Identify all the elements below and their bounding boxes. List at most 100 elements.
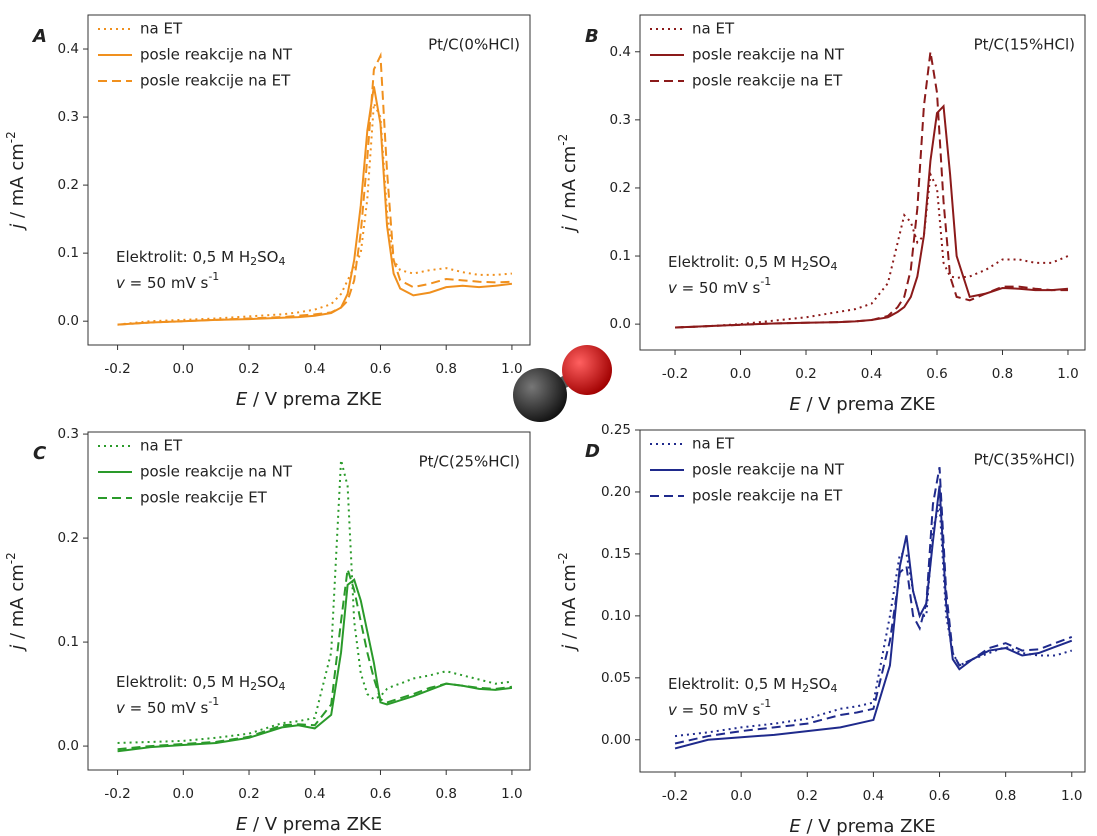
annotation: v = 50 mV s-1 [116, 695, 219, 717]
y-tick-label: 0.1 [58, 245, 79, 261]
series-line [674, 504, 1073, 738]
annotation-part: Elektrolit: 0,5 M H [116, 673, 250, 691]
annotation: Elektrolit: 0,5 M H2SO4 [116, 673, 285, 694]
sample-title: Pt/C(35%HCl) [974, 451, 1075, 469]
annotation-part: = 50 mV s [677, 279, 761, 297]
legend-label: posle reakcije na NT [140, 46, 293, 64]
series-line [674, 103, 1069, 329]
annotation-part: Elektrolit: 0,5 M H [668, 253, 802, 271]
x-tick-label: 1.0 [501, 786, 522, 802]
y-tick-label: 0.05 [601, 670, 631, 686]
y-tick-label: 0.15 [601, 546, 631, 562]
x-tick-label: 0.4 [863, 788, 884, 804]
x-tick-label: 0.0 [730, 788, 751, 804]
y-axis-symbol: j [7, 224, 28, 232]
series-line [674, 170, 1069, 329]
x-tick-label: -0.2 [662, 788, 688, 804]
annotation-part: = 50 mV s [125, 274, 209, 292]
y-axis-symbol: j [7, 645, 28, 653]
x-tick-label: 0.8 [995, 788, 1016, 804]
legend-label: posle reakcije na ET [692, 72, 843, 90]
x-tick-label: -0.2 [662, 366, 688, 382]
panel-letter: D [585, 441, 600, 462]
annotation-sup: -1 [208, 270, 219, 283]
x-axis-label: E / V prema ZKE [789, 816, 935, 836]
x-tick-label: 0.8 [992, 366, 1013, 382]
x-tick-label: -0.2 [104, 361, 130, 377]
annotation-sub: 2 [802, 260, 809, 273]
y-tick-label: 0.1 [610, 248, 631, 264]
y-axis-sup: -2 [556, 552, 570, 564]
series-line [674, 466, 1073, 745]
y-axis-label: j / mA cm-2 [4, 131, 29, 232]
y-tick-label: 0.2 [58, 177, 79, 193]
x-tick-label: 0.0 [173, 786, 194, 802]
y-axis-symbol: j [559, 645, 580, 653]
plot-frame [639, 14, 1086, 351]
annotation-part: SO [809, 253, 830, 271]
legend-label: na ET [692, 20, 735, 38]
annotation-part: Elektrolit: 0,5 M H [668, 675, 802, 693]
annotation: Elektrolit: 0,5 M H2SO4 [668, 253, 837, 274]
legend-label: na ET [140, 437, 183, 455]
annotation: Elektrolit: 0,5 M H2SO4 [116, 248, 285, 269]
annotation-sub: 4 [278, 255, 285, 268]
y-tick-label: 0.3 [58, 109, 79, 125]
annotation-sup: -1 [208, 695, 219, 708]
legend-label: posle reakcije ET [140, 489, 268, 507]
legend-label: posle reakcije na ET [692, 487, 843, 505]
y-axis-text: / mA cm [7, 564, 28, 645]
series-line [674, 51, 1068, 329]
series-line [117, 568, 513, 751]
annotation-symbol: v [116, 274, 126, 292]
y-tick-label: 0.4 [610, 44, 631, 60]
annotation-part: = 50 mV s [677, 701, 761, 719]
annotation-sub: 2 [802, 682, 809, 695]
legend-label: posle reakcije na ET [140, 72, 291, 90]
annotation-symbol: v [668, 279, 678, 297]
series-line [117, 459, 513, 744]
y-axis-sup: -2 [556, 134, 570, 146]
x-tick-label: 0.8 [435, 361, 456, 377]
annotation: Elektrolit: 0,5 M H2SO4 [668, 675, 837, 696]
legend-label: na ET [140, 20, 183, 38]
annotation-part: Elektrolit: 0,5 M H [116, 248, 250, 266]
legend-label: posle reakcije na NT [692, 461, 845, 479]
y-axis-symbol: j [559, 226, 580, 234]
annotation-symbol: v [668, 701, 678, 719]
x-tick-label: 0.6 [926, 366, 947, 382]
annotation: v = 50 mV s-1 [668, 697, 771, 719]
annotation-part: SO [809, 675, 830, 693]
x-axis-text: / V prema ZKE [801, 816, 936, 836]
annotation-part: SO [257, 248, 278, 266]
annotation: v = 50 mV s-1 [116, 270, 219, 292]
y-axis-sup: -2 [4, 131, 18, 143]
panel-letter: C [33, 443, 47, 464]
plot-frame [87, 14, 531, 346]
x-tick-label: 0.6 [370, 786, 391, 802]
x-axis-symbol: E [789, 816, 801, 836]
co-molecule [513, 345, 612, 422]
series-line [117, 86, 513, 326]
sample-title: Pt/C(15%HCl) [974, 36, 1075, 54]
annotation-sup: -1 [760, 275, 771, 288]
x-axis-label: E / V prema ZKE [236, 814, 382, 835]
y-tick-label: 0.1 [58, 634, 79, 650]
plot-frame [87, 431, 531, 771]
x-tick-label: 1.0 [1061, 788, 1082, 804]
x-tick-label: 0.0 [173, 361, 194, 377]
x-axis-label: E / V prema ZKE [789, 394, 935, 415]
sample-title: Pt/C(25%HCl) [419, 453, 520, 471]
y-tick-label: 0.0 [610, 316, 631, 332]
annotation-sub: 4 [830, 260, 837, 273]
panel-letter: A [31, 26, 47, 47]
y-tick-label: 0.3 [58, 426, 79, 442]
series-line [674, 485, 1073, 750]
annotation-part: = 50 mV s [125, 699, 209, 717]
annotation-sub: 2 [250, 255, 257, 268]
y-tick-label: 0.0 [58, 313, 79, 329]
y-axis-text: / mA cm [559, 564, 580, 645]
x-axis-symbol: E [236, 389, 248, 410]
legend-label: na ET [692, 435, 735, 453]
